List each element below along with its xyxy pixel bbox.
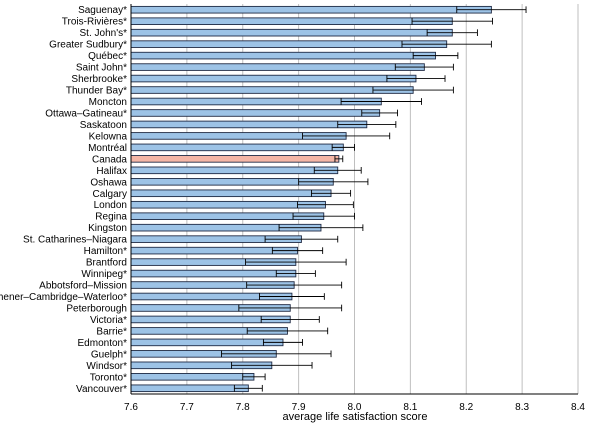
bar	[130, 143, 344, 152]
bar	[130, 166, 339, 175]
bar	[130, 5, 492, 14]
category-label: Victoria*	[90, 315, 127, 326]
category-label: Guelph*	[91, 349, 127, 360]
category-label: Brantford	[86, 258, 127, 269]
bar	[130, 189, 332, 198]
category-label: Kingston	[88, 223, 127, 234]
category-label: Saskatoon	[80, 120, 127, 131]
bar	[130, 17, 453, 25]
x-tick-label: 8.2	[459, 402, 473, 413]
category-label: Sherbrooke*	[71, 74, 127, 85]
bar	[130, 63, 425, 71]
category-label: St. John's*	[80, 28, 128, 39]
x-axis-label: average life satisfaction score	[283, 411, 428, 423]
category-label: Halifax	[96, 166, 127, 177]
x-tick-label: 7.6	[124, 402, 138, 413]
category-label: Trois-Rivières*	[62, 17, 127, 28]
category-labels: Saguenay*Trois-Rivières*St. John's*Great…	[0, 5, 127, 395]
bar	[130, 86, 414, 94]
category-label: Ottawa–Gatineau*	[45, 108, 127, 119]
category-label: Edmonton*	[78, 338, 128, 349]
category-label: Montréal	[88, 143, 127, 154]
x-tick-label: 8.4	[571, 402, 585, 413]
axes	[130, 4, 578, 395]
category-label: Toronto*	[90, 372, 127, 383]
bar	[130, 40, 448, 48]
bars	[130, 5, 492, 393]
category-label: Windsor*	[86, 361, 127, 372]
category-label: Québec*	[88, 51, 127, 62]
bar	[130, 28, 453, 37]
category-label: London	[94, 200, 127, 211]
x-tick-label: 7.9	[292, 402, 306, 413]
bar	[130, 373, 255, 381]
category-label: Kelowna	[89, 131, 128, 142]
category-label: Calgary	[93, 189, 127, 200]
gridlines	[186, 4, 579, 394]
x-tick-label: 7.7	[180, 402, 194, 413]
category-label: Hamilton*	[84, 246, 127, 257]
bar	[130, 384, 249, 393]
bar	[130, 338, 284, 347]
category-label: St. Catharines–Niagara	[23, 235, 127, 246]
category-label: Kitchener–Cambridge–Waterloo*	[0, 292, 127, 303]
category-label: Saguenay*	[78, 5, 127, 16]
category-label: Regina	[95, 212, 127, 223]
category-label: Greater Sudbury*	[49, 40, 127, 51]
bar	[130, 269, 297, 278]
x-tick-label: 8.3	[515, 402, 529, 413]
x-tick-labels: 7.6 7.7 7.8 7.9 8.0 8.1 8.2 8.3 8.4	[124, 402, 585, 413]
category-label: Saint John*	[76, 63, 127, 74]
bar	[130, 120, 368, 129]
category-label: Barrie*	[96, 326, 127, 337]
bar	[130, 51, 436, 60]
bar	[130, 74, 417, 83]
bar	[130, 109, 381, 117]
category-label: Canada	[92, 154, 127, 165]
x-tick-label: 7.8	[236, 402, 250, 413]
category-label: Winnipeg*	[81, 269, 127, 280]
category-label: Abbotsford–Mission	[39, 281, 127, 292]
category-label: Peterborough	[66, 303, 127, 314]
bar	[130, 200, 326, 209]
category-label: Vancouver*	[76, 384, 127, 395]
bar	[130, 155, 340, 163]
category-label: Thunder Bay*	[66, 86, 127, 97]
error-bars	[221, 6, 527, 392]
category-label: Oshawa	[90, 177, 127, 188]
x-tick-label: 8.0	[348, 402, 362, 413]
x-tick-label: 8.1	[403, 402, 417, 413]
category-label: Moncton	[89, 97, 127, 108]
